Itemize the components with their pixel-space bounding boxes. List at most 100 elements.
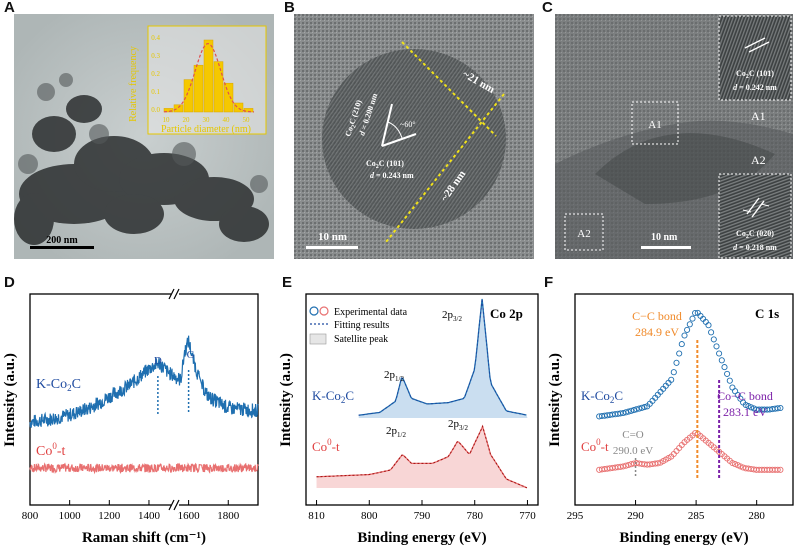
x-tick-label: 1800: [217, 510, 240, 522]
x-tick-label: 285: [688, 510, 705, 522]
ylabel-f: Intensity (a.u.): [547, 353, 563, 447]
histogram-bar: [173, 104, 184, 113]
panel-e-letter: E: [282, 274, 293, 291]
inset-xlabel: Particle diameter (nm): [161, 124, 251, 135]
data-point: [622, 462, 629, 469]
x-tick-label: 810: [308, 510, 325, 522]
label-k-co2c-d: K-Co2C: [36, 377, 81, 393]
x-tick-label: 1200: [98, 510, 121, 522]
inset-ylabel: Relative frequency: [128, 46, 139, 122]
histogram-bar: [223, 82, 234, 113]
inset-a2: Co2C (020) d = 0.218 nm: [718, 173, 792, 259]
panel-d-raman-chart: D G K-Co2C Co0-t 800 1000 1200 1400 1600 1800…: [2, 288, 259, 546]
inset-x-tick: 40: [223, 116, 231, 124]
data-point: [737, 463, 744, 470]
inset-y-tick: 0.4: [151, 34, 160, 42]
fit-k-co2c-e: [358, 298, 527, 416]
scale-bar-a: [30, 246, 94, 249]
co-energy-label: 290.0 eV: [613, 445, 653, 457]
k-co2c-fill-e: [358, 299, 528, 418]
coc-bond-label: Co−C bond: [717, 389, 773, 403]
label-k-co2c-e: K-Co2C: [312, 388, 354, 405]
x-tick-label: 295: [567, 510, 584, 522]
cc-energy-label: 284.9 eV: [635, 325, 679, 339]
data-point: [729, 459, 736, 467]
data-point: [630, 407, 637, 414]
ylabel-e: Intensity (a.u.): [278, 353, 294, 447]
scale-bar-b: [306, 246, 358, 249]
inset-y-tick: 0.3: [151, 52, 160, 60]
x-tick-label: 780: [466, 510, 483, 522]
inset-x-tick: 30: [203, 116, 211, 124]
histogram-bar: [213, 61, 224, 113]
plane-101-label: Co2C (101): [366, 159, 404, 170]
data-point: [692, 430, 699, 437]
title-e: Co 2p: [490, 306, 523, 321]
scale-bar-c-label: 10 nm: [651, 232, 678, 243]
data-point: [638, 404, 645, 411]
series-k-co2c-d: [29, 335, 259, 428]
particle-lattice: [322, 49, 506, 229]
peak-32-k-label: 2p3/2: [442, 309, 462, 323]
title-f: C 1s: [755, 306, 779, 321]
x-tick-label: 800: [22, 510, 39, 522]
coc-energy-label: 283.1 eV: [723, 405, 767, 419]
data-point: [713, 343, 720, 350]
scale-bar-c: [641, 246, 691, 249]
data-point: [692, 309, 699, 317]
label-co0-t-f: Co0-t: [581, 437, 609, 454]
legend-e: Experimental data Fitting results Satell…: [309, 306, 408, 345]
label-co0-t-d: Co0-t: [36, 441, 66, 459]
data-point: [716, 350, 723, 357]
series-k-co2c-f: [596, 309, 784, 420]
data-point: [708, 329, 715, 336]
data-point: [654, 460, 661, 467]
data-point: [732, 461, 739, 468]
plot-frame-f: [574, 293, 794, 506]
series-co0-t-d: [29, 462, 259, 475]
data-point: [718, 357, 725, 364]
axis-break-d: [168, 288, 180, 511]
panel-c-letter: C: [542, 0, 553, 16]
angle-label: ~60°: [400, 120, 416, 129]
data-point: [684, 326, 691, 333]
inset-y-tick: 0.2: [151, 70, 160, 78]
inset-y-tick: 0.0: [151, 106, 160, 114]
data-point: [774, 466, 781, 473]
xlabel-f: Binding energy (eV): [619, 530, 748, 546]
svg-text:Co2C (020): Co2C (020): [736, 229, 774, 240]
data-point: [777, 466, 784, 473]
data-point: [673, 359, 680, 366]
xlabel-d: Raman shift (cm⁻¹): [82, 530, 206, 546]
co0-t-fill-e: [316, 426, 528, 488]
data-point: [681, 332, 688, 339]
label-co0-t-e: Co0-t: [312, 437, 340, 454]
inset-a1: Co2C (101) d = 0.242 nm: [718, 15, 792, 101]
data-point: [668, 376, 675, 383]
data-point: [641, 404, 648, 411]
cc-bond-label: C−C bond: [632, 309, 682, 323]
data-point: [705, 322, 712, 329]
data-point: [633, 406, 640, 413]
panel-a-tem-image: 200 nm 10 20 30 40 50 0.0 0.1 0.2 0.3 0.4 Relati…: [14, 14, 274, 259]
panel-f-letter: F: [544, 274, 554, 291]
histogram-bar: [163, 108, 174, 113]
svg-text:d = 0.218 nm: d = 0.218 nm: [733, 243, 777, 252]
x-tick-label: 1600: [178, 510, 201, 522]
x-tick-label: 770: [519, 510, 536, 522]
nanoparticle-cluster: [14, 95, 269, 245]
panel-a-letter: A: [4, 0, 15, 16]
data-point: [678, 341, 685, 348]
inset-x-tick: 20: [183, 116, 191, 124]
panel-e-xps-chart: Experimental data Fitting results Satell…: [278, 293, 539, 546]
peak-12-k-label: 2p1/2: [384, 369, 404, 383]
x-tick-label: 280: [748, 510, 765, 522]
data-point: [724, 370, 731, 377]
data-point: [748, 404, 755, 411]
label-a2: A2: [751, 153, 766, 167]
panel-d-letter: D: [4, 274, 15, 291]
x-tick-label: 790: [414, 510, 431, 522]
data-point: [777, 404, 784, 412]
data-point: [622, 409, 629, 416]
xlabel-e: Binding energy (eV): [357, 530, 486, 546]
